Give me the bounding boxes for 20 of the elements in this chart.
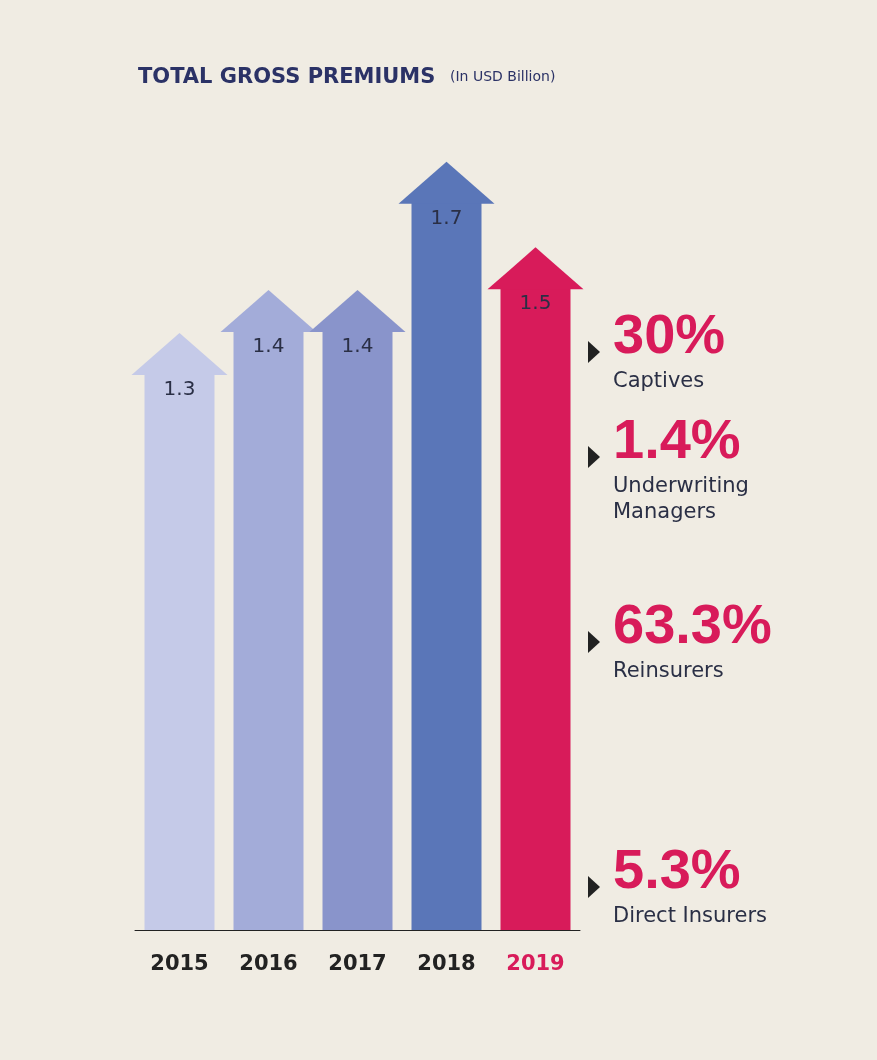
data-label: 1.4 (252, 333, 285, 358)
text: 5.3% (613, 836, 741, 900)
x-tick-label: 2019 (506, 950, 565, 975)
text: Underwriting Managers (613, 473, 756, 523)
text: 1.4% (613, 406, 741, 470)
x-tick-label: 2015 (150, 950, 209, 975)
data-label: 1.3 (163, 375, 196, 400)
data-label: 1.5 (519, 290, 552, 315)
text: Reinsurers (613, 658, 724, 682)
x-tick-label: 2016 (239, 950, 298, 975)
chart-subtitle: (In USD Billion) (450, 67, 556, 84)
text: Captives (613, 368, 705, 392)
chart-title: TOTAL GROSS PREMIUMS (138, 63, 451, 88)
x-tick-label: 2018 (417, 950, 476, 975)
text: 63.3% (613, 591, 772, 655)
x-tick-label: 2017 (328, 950, 387, 975)
data-label: 1.4 (341, 333, 374, 358)
data-label: 1.7 (430, 204, 463, 229)
text: 30% (613, 301, 726, 365)
text: Direct Insurers (613, 903, 767, 927)
